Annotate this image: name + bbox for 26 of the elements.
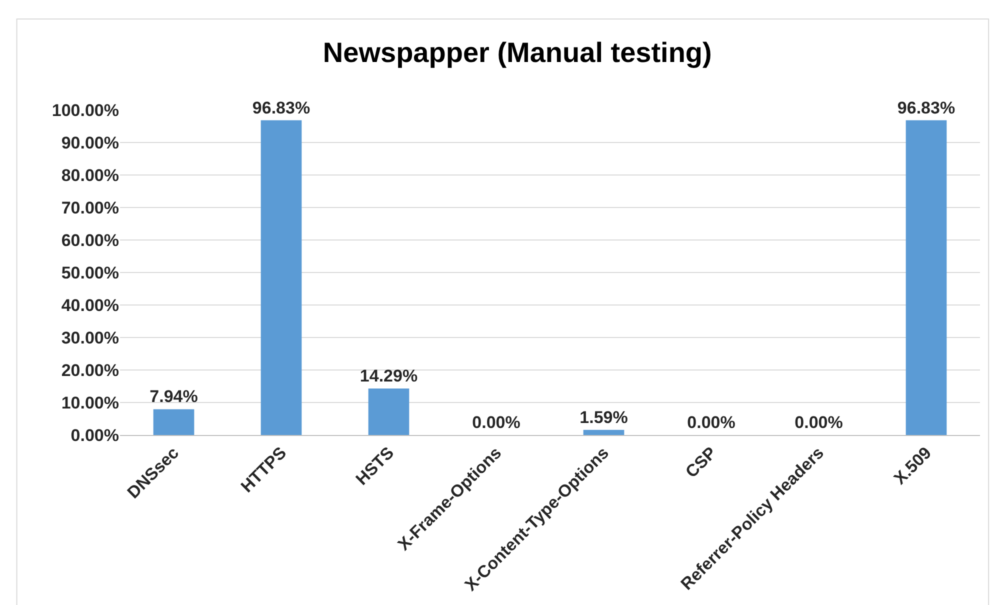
bar <box>260 120 302 435</box>
data-label: 0.00% <box>472 413 520 432</box>
y-tick-label: 0.00% <box>70 426 119 445</box>
y-tick-label: 60.00% <box>61 230 119 250</box>
bar <box>583 430 624 435</box>
y-tick-label: 80.00% <box>61 166 119 185</box>
data-label: 1.59% <box>580 408 628 427</box>
bar <box>368 388 410 435</box>
data-label: 96.83% <box>252 98 310 118</box>
y-tick-label: 10.00% <box>61 393 119 412</box>
y-tick-label: 50.00% <box>61 263 119 282</box>
data-label: 14.29% <box>360 366 418 386</box>
y-tick-label: 70.00% <box>61 198 119 218</box>
data-label: 7.94% <box>150 387 198 406</box>
y-tick-label: 90.00% <box>61 133 119 152</box>
data-label: 0.00% <box>687 413 736 432</box>
bar <box>906 120 947 435</box>
chart-title: Newspapper (Manual testing) <box>322 36 712 68</box>
data-label: 96.83% <box>897 98 956 118</box>
x-tick-label: CSP <box>682 443 720 482</box>
y-tick-label: 100.00% <box>52 100 119 120</box>
y-tick-label: 40.00% <box>61 296 119 315</box>
data-label: 0.00% <box>794 413 843 432</box>
bar <box>153 409 194 435</box>
y-tick-label: 30.00% <box>61 328 119 348</box>
y-tick-label: 20.00% <box>61 360 119 380</box>
